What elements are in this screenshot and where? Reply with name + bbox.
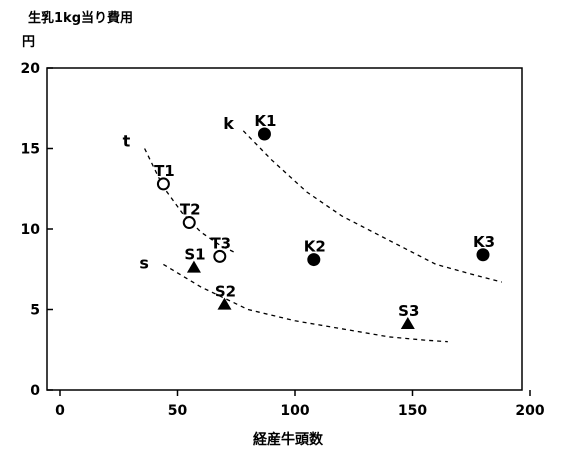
- x-tick-label: 0: [55, 403, 65, 419]
- point-k2-marker: [307, 253, 321, 267]
- point-k3-label: K3: [473, 233, 495, 251]
- x-axis-title: 経産牛頭数: [253, 431, 324, 448]
- point-k1-label: K1: [254, 112, 276, 130]
- x-axis: 0 50 100 150 200: [55, 390, 545, 419]
- point-s2-marker: [217, 297, 232, 310]
- curve-label-s: s: [139, 253, 149, 272]
- point-s1-marker: [186, 260, 201, 273]
- x-tick-label: 150: [398, 403, 427, 419]
- curve-label-t: t: [123, 132, 131, 151]
- y-tick-label: 15: [21, 142, 40, 158]
- curve-s: [163, 263, 448, 343]
- y-tick-label: 20: [21, 61, 41, 77]
- data-points: T1 T2 T3 S1 S2 S3 K1 K2 K3: [154, 112, 495, 329]
- curve-label-k: k: [223, 114, 234, 133]
- y-tick-label: 10: [21, 222, 41, 238]
- x-tick-label: 100: [280, 403, 309, 419]
- x-tick-label: 200: [515, 403, 544, 419]
- point-t3-label: T3: [210, 234, 231, 252]
- point-t1-label: T1: [154, 162, 175, 180]
- point-s1-label: S1: [184, 246, 205, 264]
- point-t2-marker: [182, 216, 196, 230]
- trend-curves: t k s: [123, 114, 502, 343]
- curve-k: [242, 130, 502, 283]
- plot-frame: [46, 67, 523, 391]
- point-t1-marker: [156, 177, 170, 191]
- point-s3-label: S3: [398, 302, 419, 320]
- y-axis-unit: 円: [22, 35, 35, 50]
- y-axis: 0 5 10 15 20: [21, 61, 53, 399]
- y-tick-label: 5: [30, 303, 40, 319]
- point-t3-marker: [213, 249, 227, 263]
- x-tick-label: 50: [168, 403, 188, 419]
- point-k1-marker: [257, 127, 271, 141]
- point-t2-label: T2: [180, 201, 201, 219]
- point-s3-marker: [400, 316, 415, 329]
- y-axis-title: 生乳1kg当り費用: [28, 10, 133, 26]
- point-k3-marker: [476, 248, 490, 262]
- point-s2-label: S2: [215, 283, 236, 301]
- y-tick-label: 0: [30, 383, 40, 399]
- point-k2-label: K2: [304, 238, 326, 256]
